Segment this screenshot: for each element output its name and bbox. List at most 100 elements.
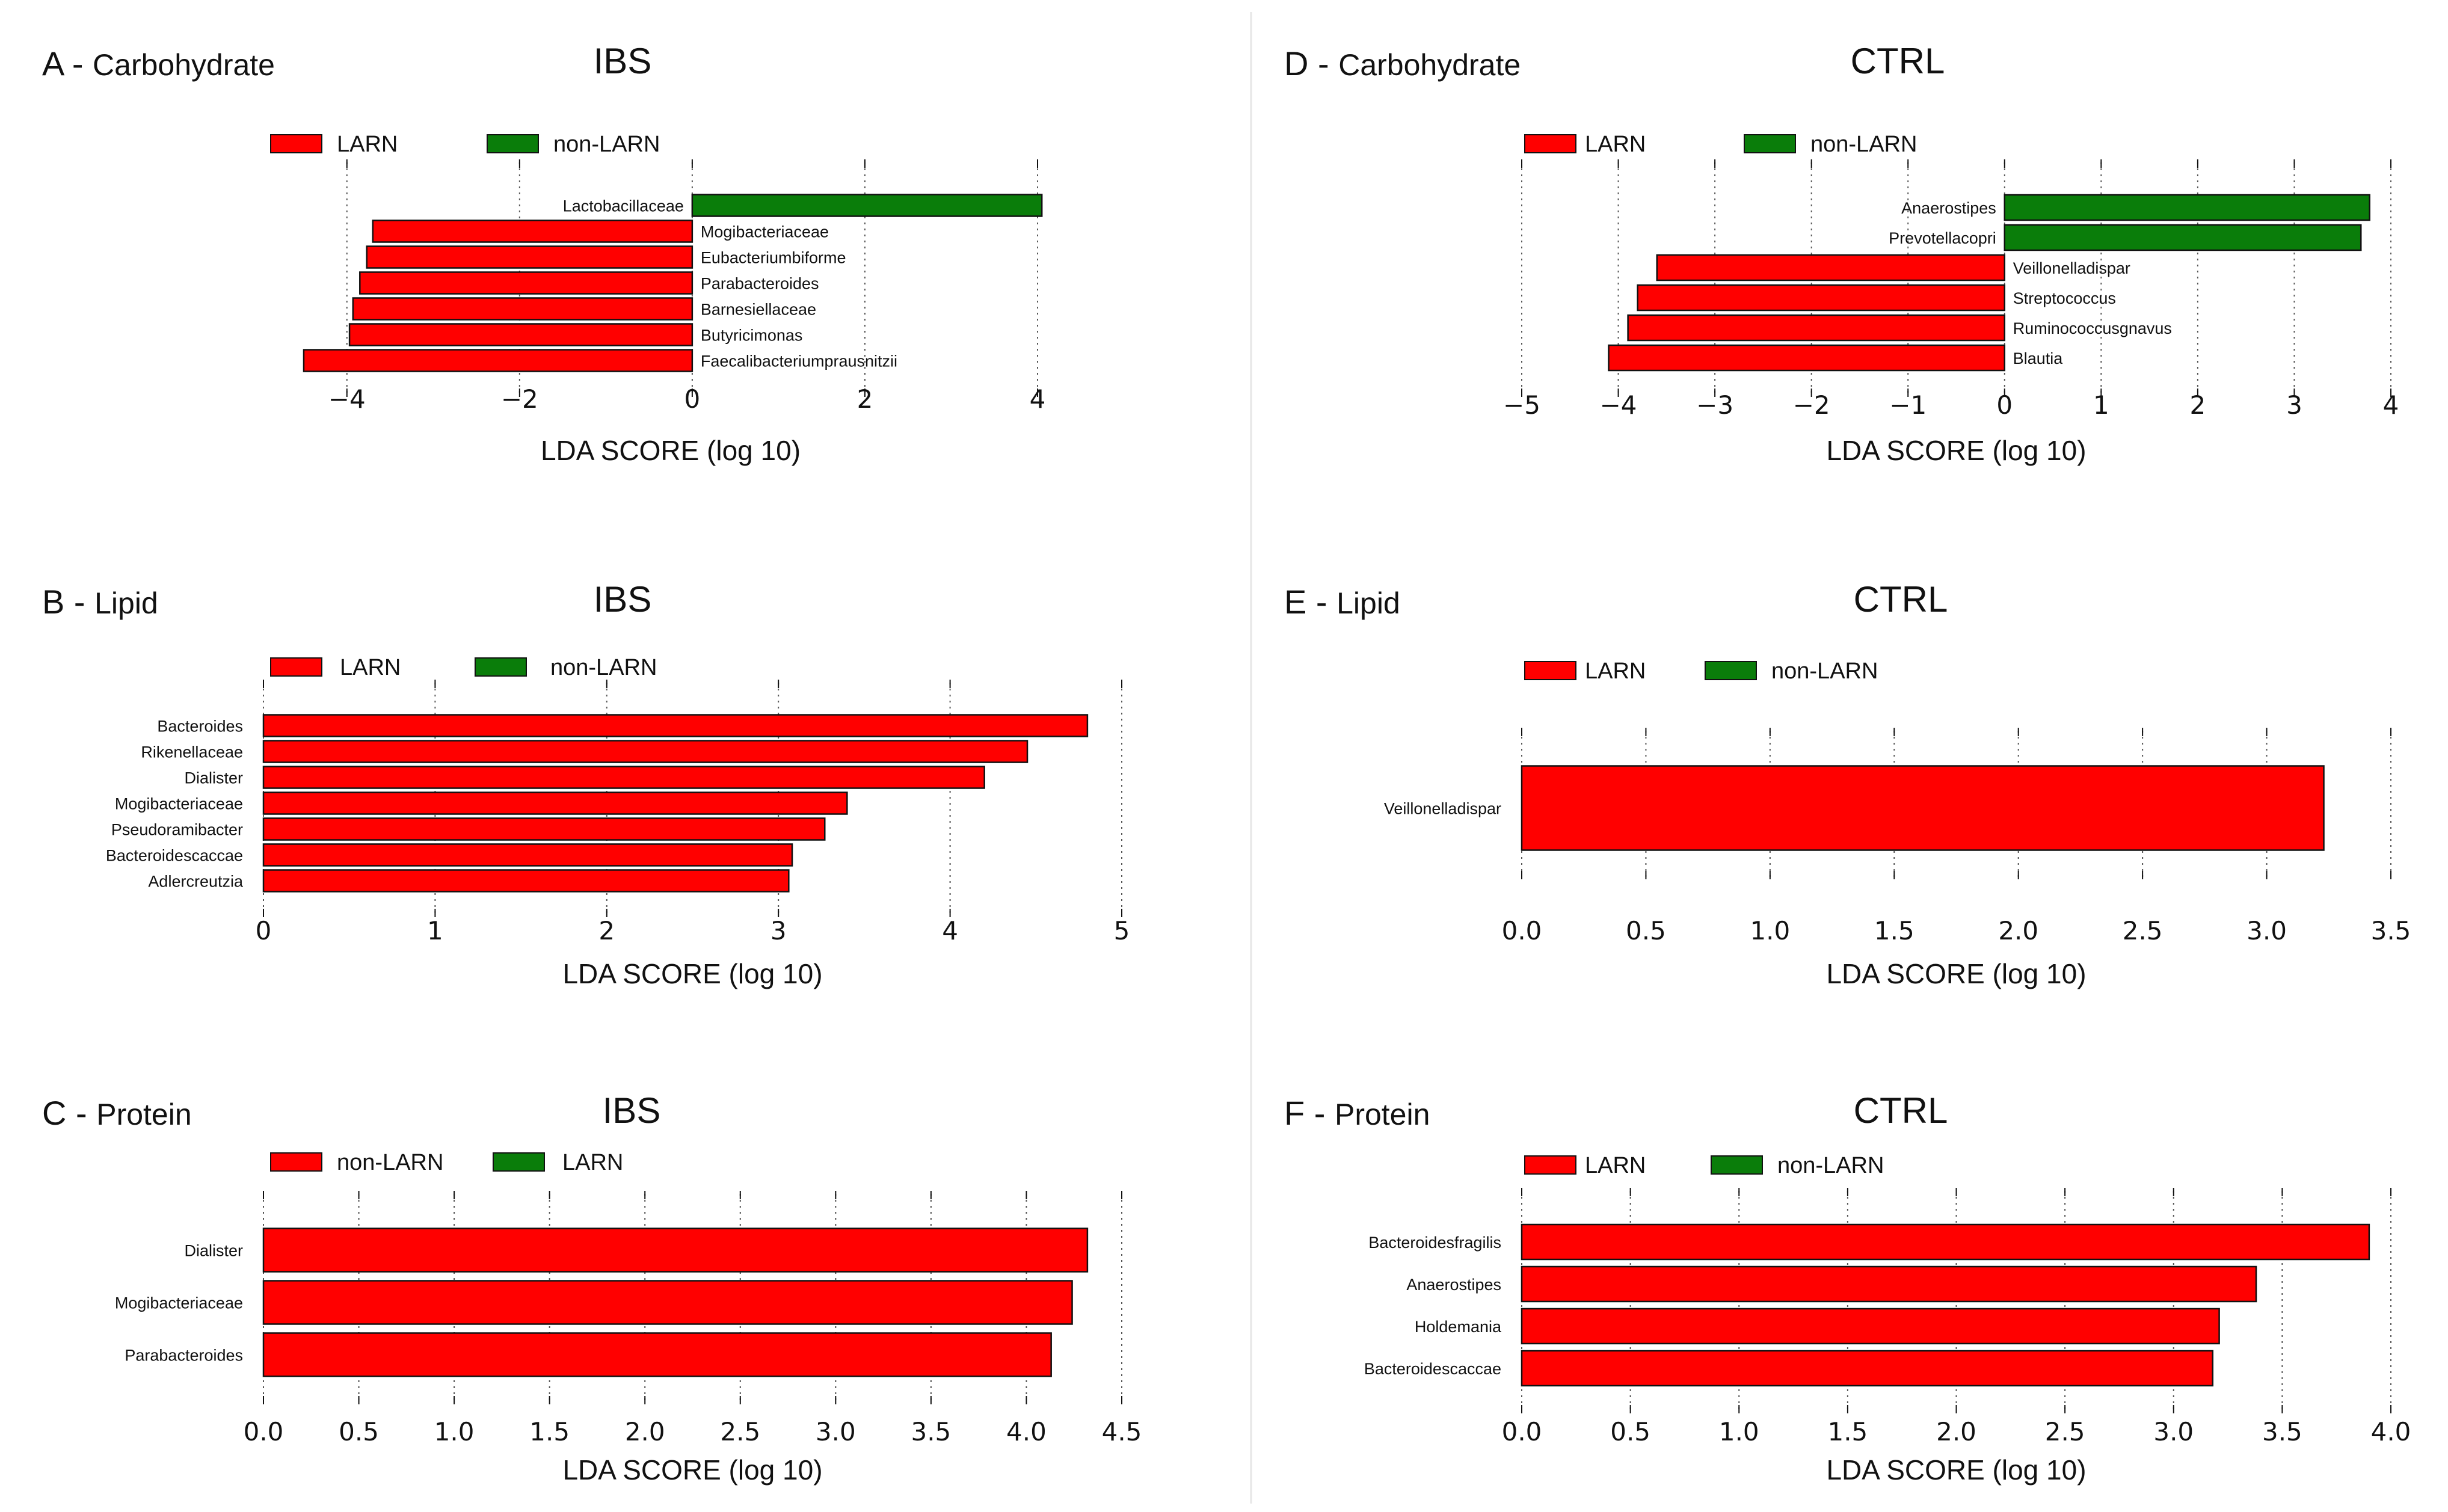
tick-label: 2 bbox=[2190, 390, 2206, 420]
tick-label: 1.0 bbox=[1750, 916, 1790, 945]
panel-title: CTRL bbox=[1851, 41, 1945, 81]
panel-b: B - Lipid IBS LARN non-LARN 0 1 2 3 4 5 LDA SCORE … bbox=[42, 579, 1130, 989]
bar-label: Veillonelladispar bbox=[1384, 800, 1501, 818]
panel-heading: F - Protein bbox=[1284, 1094, 1430, 1132]
panel-heading: B - Lipid bbox=[42, 583, 158, 621]
tick-label: 1.0 bbox=[434, 1417, 475, 1446]
bar-label: Holdemania bbox=[1415, 1318, 1502, 1336]
panel-letter: B - bbox=[42, 583, 94, 621]
panel-title: IBS bbox=[594, 41, 652, 81]
panel-category: Protein bbox=[96, 1098, 191, 1131]
bar bbox=[1608, 344, 2006, 372]
bar-label: Veillonelladispar bbox=[2013, 259, 2130, 277]
tick-label: 4 bbox=[942, 916, 958, 945]
tick-label: 1 bbox=[2093, 390, 2109, 420]
tick-label: 2 bbox=[857, 384, 873, 414]
panel-e: E - Lipid CTRL LARN non-LARN 0.0 0.5 1.0 1.5 2.0… bbox=[1284, 579, 2411, 989]
panel-title: IBS bbox=[594, 579, 652, 619]
x-axis-label: LDA SCORE (log 10) bbox=[562, 1454, 822, 1486]
bar-label: Ruminococcusgnavus bbox=[2013, 319, 2172, 337]
x-axis-label: LDA SCORE (log 10) bbox=[1826, 958, 2086, 989]
tick-label: 0.5 bbox=[1626, 916, 1666, 945]
panel-category: Carbohydrate bbox=[1338, 48, 1521, 82]
bar-label: Pseudoramibacter bbox=[111, 821, 243, 839]
tick-label: −4 bbox=[328, 384, 366, 414]
legend-label: LARN bbox=[337, 132, 398, 157]
bar-label: Anaerostipes bbox=[1406, 1276, 1501, 1294]
bar bbox=[262, 1280, 1073, 1325]
bar-label: Dialister bbox=[184, 1242, 243, 1260]
panel-category: Protein bbox=[1335, 1098, 1430, 1131]
bar bbox=[303, 349, 693, 372]
bar bbox=[691, 194, 1043, 217]
bar-label: Bacteroidescaccae bbox=[1364, 1360, 1501, 1378]
tick-label: 2 bbox=[598, 916, 615, 945]
panel-letter: E - bbox=[1284, 583, 1336, 621]
panel-letter: F - bbox=[1284, 1094, 1335, 1132]
bar-label: Mogibacteriaceae bbox=[115, 1294, 243, 1312]
legend-label: non-LARN bbox=[553, 132, 660, 157]
bar-label: Prevotellacopri bbox=[1889, 229, 1996, 247]
panel-heading: A - Carbohydrate bbox=[42, 45, 275, 82]
legend-swatch bbox=[1744, 134, 1796, 153]
bar bbox=[348, 323, 693, 346]
tick-label: 2.0 bbox=[625, 1417, 665, 1446]
bar bbox=[352, 297, 693, 321]
panel-c: C - Protein IBS non-LARN LARN 0.0 0.5 1.0 1.5 2.… bbox=[42, 1090, 1142, 1486]
x-axis-label: LDA SCORE (log 10) bbox=[1826, 1454, 2086, 1486]
tick-label: 3 bbox=[770, 916, 787, 945]
panel-title: CTRL bbox=[1854, 1090, 1948, 1131]
bar bbox=[262, 1332, 1052, 1377]
legend-swatch bbox=[475, 657, 527, 677]
bar-label: Faecalibacteriumprausnitzii bbox=[701, 352, 897, 370]
bar bbox=[262, 843, 793, 867]
tick-label: 3.0 bbox=[2153, 1417, 2194, 1446]
panel-letter: D - bbox=[1284, 45, 1338, 82]
tick-label: 1.5 bbox=[1827, 1417, 1868, 1446]
panel-title: IBS bbox=[603, 1090, 661, 1131]
panel-heading: D - Carbohydrate bbox=[1284, 45, 1521, 82]
bar bbox=[2004, 224, 2362, 251]
legend-swatch bbox=[270, 1152, 322, 1172]
bar-label: Mogibacteriaceae bbox=[115, 795, 243, 813]
bar bbox=[1521, 1223, 2370, 1261]
tick-label: −2 bbox=[501, 384, 538, 414]
tick-label: 4.0 bbox=[2371, 1417, 2411, 1446]
tick-label: 2.0 bbox=[1998, 916, 2038, 945]
tick-label: 1.0 bbox=[1719, 1417, 1759, 1446]
tick-label: −3 bbox=[1696, 390, 1733, 420]
bar bbox=[262, 817, 826, 841]
bar bbox=[262, 869, 790, 893]
bar bbox=[1521, 1265, 2257, 1303]
tick-label: 2.5 bbox=[2045, 1417, 2085, 1446]
legend-swatch bbox=[270, 134, 322, 153]
tick-label: 4.0 bbox=[1006, 1417, 1047, 1446]
tick-label: 0 bbox=[256, 916, 272, 945]
legend-label: non-LARN bbox=[550, 655, 657, 680]
tick-label: 0.0 bbox=[244, 1417, 284, 1446]
bar-label: Adlercreutzia bbox=[148, 873, 244, 891]
panel-heading: E - Lipid bbox=[1284, 583, 1400, 621]
bar-label: Dialister bbox=[184, 769, 243, 787]
bar bbox=[1521, 1350, 2214, 1387]
tick-label: 1.5 bbox=[529, 1417, 570, 1446]
bar bbox=[366, 245, 693, 269]
panel-letter: C - bbox=[42, 1094, 96, 1132]
x-axis-label: LDA SCORE (log 10) bbox=[541, 435, 801, 466]
panel-category: Lipid bbox=[94, 586, 158, 620]
tick-label: 0.5 bbox=[1610, 1417, 1650, 1446]
bar bbox=[1637, 284, 2006, 312]
bar bbox=[262, 714, 1089, 737]
panel-title: CTRL bbox=[1854, 579, 1948, 619]
tick-label: −4 bbox=[1600, 390, 1637, 420]
bar-label: Butyricimonas bbox=[701, 327, 803, 345]
tick-label: 3.5 bbox=[2371, 916, 2411, 945]
panel-a: A - Carbohydrate IBS LARN non-LARN −4 −2 0 2 4 LD… bbox=[42, 41, 1045, 466]
legend-swatch bbox=[1711, 1155, 1763, 1175]
x-axis-label: LDA SCORE (log 10) bbox=[562, 958, 822, 989]
tick-label: 5 bbox=[1114, 916, 1130, 945]
bar bbox=[1656, 254, 2006, 281]
tick-label: 4 bbox=[1030, 384, 1046, 414]
legend-label: non-LARN bbox=[1777, 1153, 1884, 1178]
